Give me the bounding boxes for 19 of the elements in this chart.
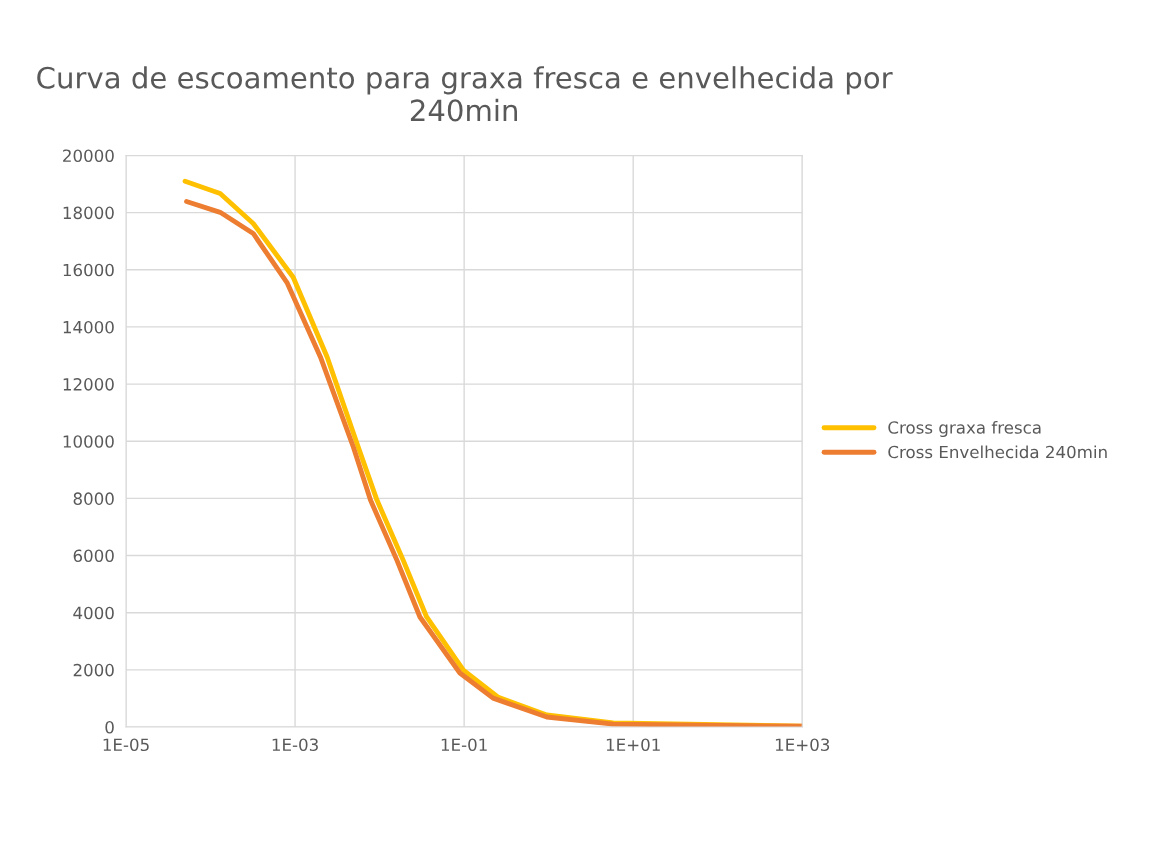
y-tick-label: 6000: [73, 549, 114, 563]
y-tick-label: 4000: [73, 606, 114, 620]
y-tick-label: 0: [105, 720, 114, 734]
x-tick-label: 1E+01: [606, 738, 660, 752]
y-tick-label: 20000: [63, 149, 114, 163]
x-tick-label: 1E+03: [775, 738, 830, 752]
y-tick-label: 16000: [63, 263, 114, 277]
y-tick-label: 10000: [63, 435, 114, 448]
y-tick-label: 2000: [73, 663, 114, 677]
legend-label: Cross graxa fresca: [888, 420, 1041, 438]
y-tick-label: 8000: [73, 492, 114, 505]
chart-title: Curva de escoamento para graxa fresca e envelhecida por 240min: [37, 66, 893, 122]
x-tick-label: 1E-03: [272, 738, 318, 752]
x-tick-label: 1E-01: [441, 738, 487, 752]
legend-label: Cross Envelhecida 240min: [888, 445, 1107, 459]
y-tick-label: 12000: [63, 378, 114, 391]
y-tick-label: 14000: [63, 320, 114, 334]
x-tick-label: 1E-05: [103, 738, 149, 752]
y-tick-label: 18000: [63, 206, 114, 220]
